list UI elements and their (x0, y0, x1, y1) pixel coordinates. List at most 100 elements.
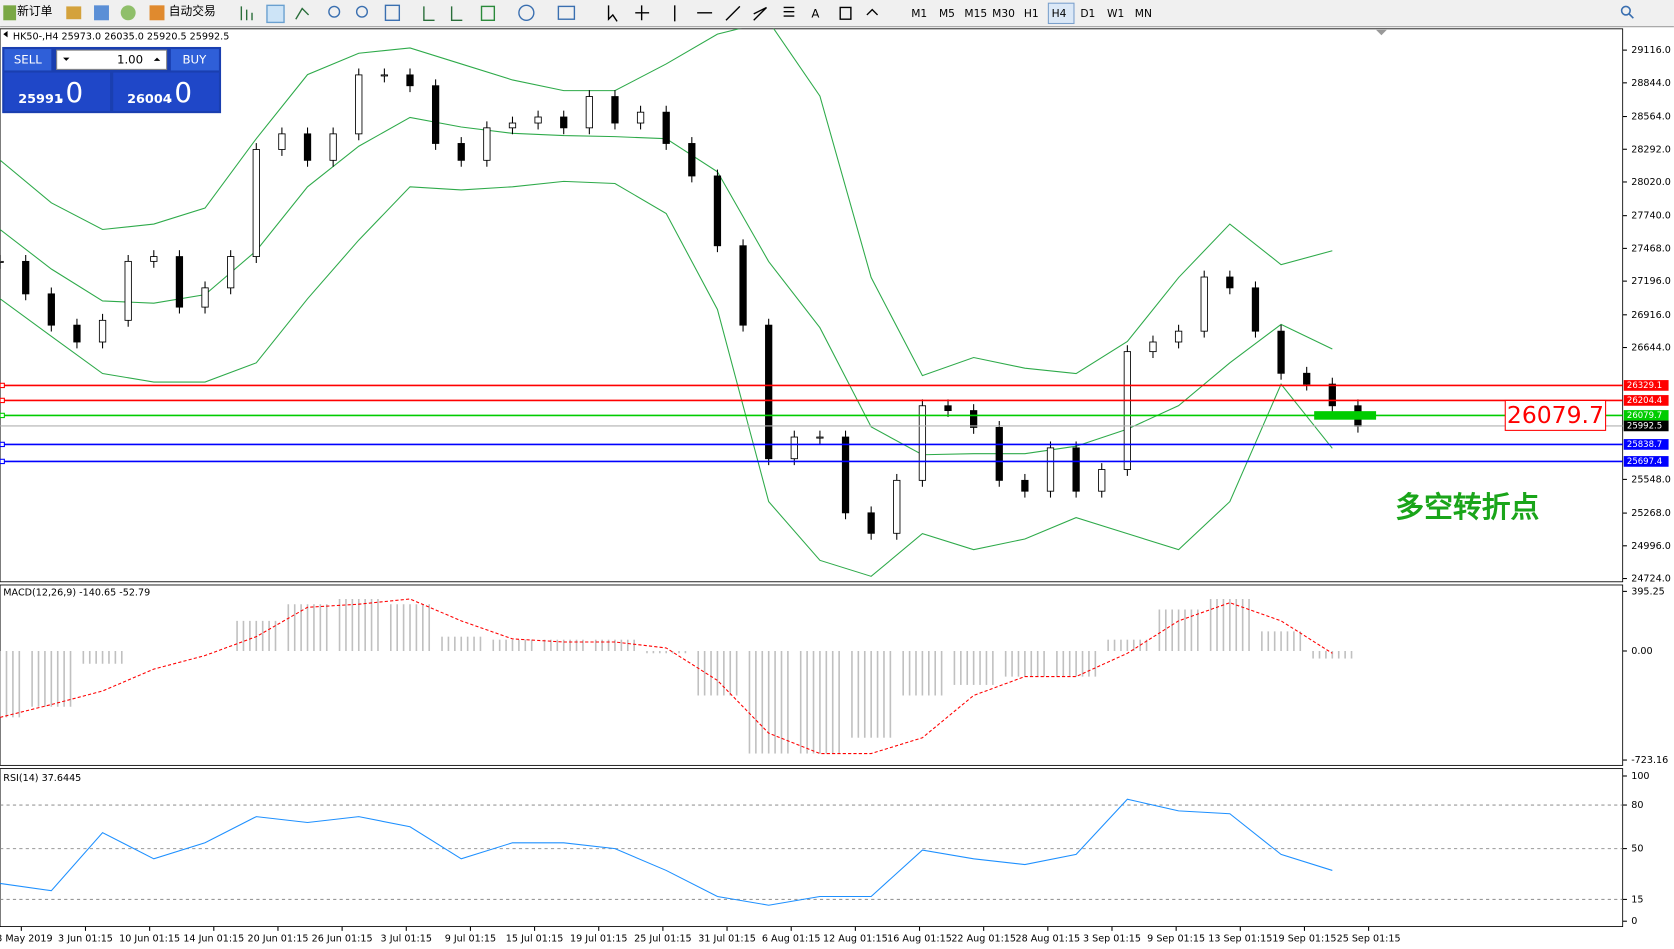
icon[interactable] (66, 6, 82, 20)
sell-button[interactable] (4, 49, 52, 71)
candle (995, 426, 1003, 481)
candle (1174, 330, 1183, 343)
new-order-button[interactable]: 新订单 (17, 4, 52, 18)
trendline-icon[interactable] (725, 5, 741, 21)
autoscroll-icon[interactable] (423, 6, 435, 21)
toolbar-icons (240, 4, 879, 24)
candle (406, 74, 414, 87)
timeframe-button[interactable]: M1 (911, 7, 927, 20)
candle (355, 74, 363, 135)
level-handle (0, 412, 5, 419)
candle (47, 293, 55, 326)
timeframe-button[interactable]: MN (1135, 7, 1152, 20)
timeframe-button[interactable]: M5 (939, 7, 955, 20)
lots-up[interactable] (153, 57, 161, 61)
tile-icon[interactable] (384, 4, 401, 21)
icon[interactable] (120, 5, 136, 21)
time-label: 19 Sep 01:15 (1272, 933, 1336, 944)
candle (918, 405, 927, 481)
text-label-icon[interactable] (839, 6, 852, 20)
candle (483, 127, 491, 161)
level-tag (1623, 410, 1669, 421)
candle (944, 405, 952, 412)
y-tick-label: 28292.0 (1631, 144, 1671, 155)
zoom-in-icon[interactable] (328, 5, 341, 18)
time-label: 25 Jul 01:15 (634, 933, 692, 944)
buy-price[interactable]: 26004 (127, 92, 172, 107)
active-timeframe (1047, 2, 1075, 25)
zoom-out-icon[interactable] (355, 5, 368, 18)
timeframe-button[interactable]: H1 (1024, 7, 1039, 20)
level-handle (0, 458, 5, 465)
shift-marker (1376, 29, 1387, 36)
indicators-icon[interactable] (480, 5, 496, 21)
time-label: 26 Jun 01:15 (312, 933, 373, 944)
sell-label[interactable]: SELL (14, 52, 42, 66)
level-tag (1623, 380, 1669, 391)
annotation: 多空转折点 (1395, 490, 1539, 524)
fibo-icon[interactable] (783, 6, 795, 17)
rsi-panel (0, 768, 1624, 928)
candle (713, 175, 722, 247)
icon[interactable] (94, 5, 109, 21)
shift-icon[interactable] (450, 6, 463, 21)
candle (201, 287, 209, 308)
candle (1328, 383, 1336, 407)
level-callout-label: 26079.7 (1507, 401, 1604, 429)
auto-trading-button[interactable]: 自动交易 (169, 4, 216, 18)
candle (1021, 479, 1029, 492)
candle (662, 111, 670, 144)
candle (790, 436, 798, 460)
candle (252, 149, 260, 258)
templates-icon[interactable] (557, 5, 576, 20)
search-icon[interactable] (1620, 5, 1631, 16)
level-tag (1623, 456, 1669, 467)
price-panel (0, 28, 1624, 583)
signal-line (0, 598, 1333, 755)
candle (636, 111, 645, 124)
candle-chart-icon[interactable] (266, 4, 285, 24)
candle (1098, 469, 1106, 492)
y-tick-label: 80 (1631, 800, 1643, 811)
time-label: 14 Jun 01:15 (183, 933, 244, 944)
candle (1200, 276, 1208, 332)
sell-price[interactable]: 25991 (18, 92, 63, 107)
time-label: 10 Jun 01:15 (119, 933, 180, 944)
time-label: 13 Sep 01:15 (1208, 933, 1272, 944)
timeframe-button[interactable]: M15 (964, 7, 987, 20)
candle (1046, 447, 1055, 492)
new-order-icon[interactable] (3, 5, 17, 21)
buy-button[interactable] (170, 49, 219, 71)
candle (841, 436, 850, 514)
lots-value[interactable]: 1.00 (117, 52, 143, 66)
timeframe-button[interactable]: M30 (992, 7, 1015, 20)
time-label: 20 Jun 01:15 (247, 933, 308, 944)
timeframe-button[interactable]: D1 (1080, 7, 1095, 20)
cursor-icon[interactable] (607, 5, 618, 22)
y-tick-label: 26916.0 (1631, 310, 1671, 321)
buy-price-box[interactable] (113, 72, 219, 112)
auto-trading-icon[interactable] (149, 5, 165, 21)
timeframe-button[interactable]: H4 (1052, 7, 1067, 20)
lots-input[interactable] (56, 49, 168, 70)
lots-down[interactable] (63, 57, 70, 61)
text-tool[interactable]: A (811, 6, 819, 20)
buy-fraction[interactable]: .0 (166, 76, 192, 109)
candle (534, 116, 542, 124)
arrows-icon[interactable] (866, 8, 879, 16)
timeframe-button[interactable]: W1 (1107, 7, 1124, 20)
sell-fraction[interactable]: .0 (57, 76, 83, 109)
bar-chart-icon[interactable] (240, 6, 253, 21)
crosshair-icon[interactable] (635, 5, 650, 21)
buy-label[interactable]: BUY (182, 52, 207, 66)
level-handle (0, 441, 5, 448)
channel-icon[interactable] (753, 6, 768, 21)
candle (508, 122, 517, 129)
line-chart-icon[interactable] (295, 7, 310, 20)
candle (457, 143, 465, 161)
sell-price-box[interactable] (4, 72, 111, 112)
candle (1251, 287, 1260, 332)
candle (1303, 372, 1311, 385)
periods-icon[interactable] (518, 4, 535, 21)
